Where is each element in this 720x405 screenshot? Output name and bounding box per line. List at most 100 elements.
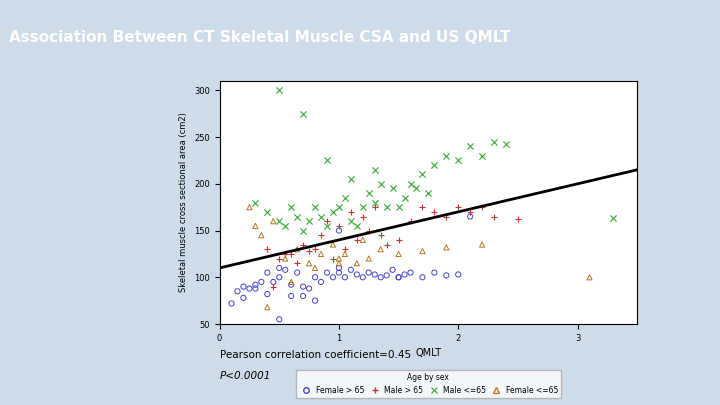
- Point: [417, 274, 428, 281]
- Point: [297, 284, 309, 290]
- Point: [250, 199, 261, 206]
- Point: [369, 199, 380, 206]
- Text: Association Between CT Skeletal Muscle CSA and US QMLT: Association Between CT Skeletal Muscle C…: [9, 30, 510, 45]
- Point: [261, 304, 273, 310]
- Point: [339, 246, 351, 252]
- Point: [268, 284, 279, 290]
- Point: [327, 241, 338, 248]
- Point: [369, 204, 380, 211]
- Point: [292, 246, 303, 252]
- Point: [250, 285, 261, 292]
- Point: [387, 185, 398, 192]
- Point: [393, 274, 405, 281]
- Point: [232, 288, 243, 294]
- Point: [345, 209, 356, 215]
- Point: [381, 241, 392, 248]
- Point: [261, 209, 273, 215]
- Point: [477, 241, 488, 248]
- Point: [500, 141, 512, 147]
- Point: [345, 218, 356, 224]
- Point: [315, 251, 327, 257]
- Point: [584, 274, 595, 281]
- Point: [333, 260, 345, 266]
- Point: [488, 139, 500, 145]
- Point: [303, 285, 315, 292]
- Point: [285, 204, 297, 211]
- Point: [441, 244, 452, 251]
- Point: [238, 284, 249, 290]
- Point: [363, 255, 374, 262]
- Point: [452, 204, 464, 211]
- Point: [279, 266, 291, 273]
- Point: [303, 248, 315, 254]
- Text: P<0.0001: P<0.0001: [220, 371, 271, 381]
- Point: [321, 269, 333, 276]
- Point: [285, 279, 297, 285]
- Point: [303, 218, 315, 224]
- Point: [243, 204, 255, 211]
- Point: [310, 274, 321, 281]
- Point: [488, 213, 500, 220]
- Point: [274, 316, 285, 322]
- Point: [387, 266, 398, 273]
- Point: [321, 218, 333, 224]
- Point: [363, 269, 374, 276]
- Point: [428, 162, 440, 168]
- Point: [321, 223, 333, 229]
- Point: [477, 204, 488, 211]
- Point: [351, 223, 363, 229]
- Point: [441, 213, 452, 220]
- Point: [375, 246, 387, 252]
- Point: [417, 204, 428, 211]
- Point: [339, 251, 351, 257]
- Point: [268, 279, 279, 285]
- Point: [315, 232, 327, 239]
- Point: [375, 274, 387, 281]
- Point: [292, 269, 303, 276]
- Point: [441, 153, 452, 159]
- Point: [250, 223, 261, 229]
- Point: [428, 209, 440, 215]
- Point: [375, 232, 387, 239]
- Point: [297, 111, 309, 117]
- Point: [292, 213, 303, 220]
- Point: [375, 181, 387, 187]
- Point: [274, 87, 285, 94]
- Point: [250, 281, 261, 288]
- Point: [279, 255, 291, 262]
- Point: [333, 255, 345, 262]
- Point: [363, 227, 374, 234]
- Point: [351, 260, 363, 266]
- Point: [393, 251, 405, 257]
- Point: [339, 194, 351, 201]
- Point: [464, 143, 476, 150]
- Point: [393, 204, 405, 211]
- Point: [512, 216, 523, 223]
- Point: [297, 293, 309, 299]
- Point: [327, 255, 338, 262]
- Point: [261, 269, 273, 276]
- Point: [399, 271, 410, 278]
- Y-axis label: Skeletal muscle cross sectional area (cm2): Skeletal muscle cross sectional area (cm…: [179, 113, 189, 292]
- Point: [428, 269, 440, 276]
- Point: [410, 185, 422, 192]
- Point: [310, 246, 321, 252]
- Legend: Female > 65, Male > 65, Male <=65, Female <=65: Female > 65, Male > 65, Male <=65, Femal…: [296, 370, 561, 398]
- Point: [452, 157, 464, 164]
- Point: [351, 271, 363, 278]
- Point: [399, 194, 410, 201]
- Point: [417, 248, 428, 254]
- Point: [333, 265, 345, 271]
- Point: [357, 274, 369, 281]
- Point: [452, 271, 464, 278]
- Point: [279, 223, 291, 229]
- Point: [464, 209, 476, 215]
- Point: [279, 251, 291, 257]
- Point: [256, 279, 267, 285]
- Point: [393, 274, 405, 281]
- Point: [285, 293, 297, 299]
- Point: [274, 265, 285, 271]
- Point: [405, 218, 416, 224]
- Point: [285, 281, 297, 288]
- Point: [327, 209, 338, 215]
